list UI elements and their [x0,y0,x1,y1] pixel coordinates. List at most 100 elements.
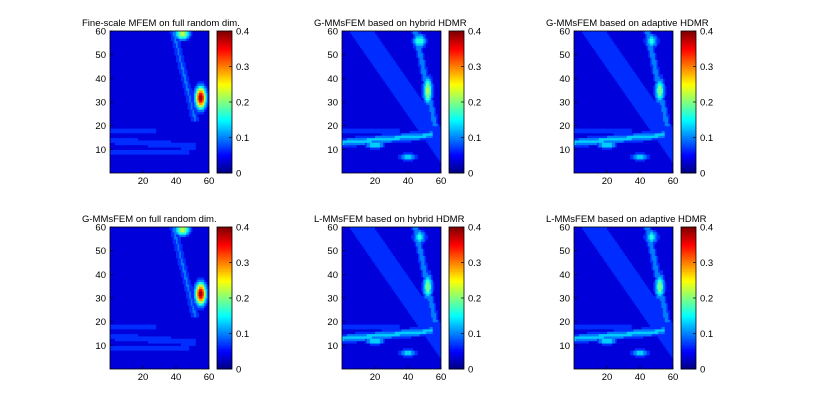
heatmap-cell [207,125,209,129]
heatmap-cell [368,106,371,110]
heatmap-cell [123,49,126,53]
heatmap-cell [350,31,353,34]
heatmap-cell [136,33,139,37]
heatmap-cell [176,109,179,113]
heatmap-cell [346,71,350,75]
heatmap-cell [184,99,187,103]
heatmap-cell [147,102,151,105]
heatmap-cell [351,154,355,158]
heatmap-cell [110,128,113,131]
heatmap-cell [169,149,172,153]
heatmap-cell [154,45,157,49]
heatmap-cell [156,71,159,75]
heatmap-cell [121,78,124,82]
heatmap-cell [197,142,200,146]
heatmap-cell [207,87,209,91]
heatmap-cell [131,78,134,82]
heatmap-cell [360,106,363,110]
heatmap-cell [134,144,137,148]
heatmap-cell [197,80,200,84]
heatmap-cell [154,59,157,63]
heatmap-cell [370,38,373,42]
heatmap-cell [164,156,167,160]
heatmap-cell [182,31,185,34]
heatmap-cell [161,158,164,162]
heatmap-cell [131,38,134,42]
heatmap-cell [146,87,149,91]
heatmap-cell [207,31,209,34]
heatmap-cell [355,142,358,146]
heatmap-cell [204,137,207,141]
heatmap-cell [119,113,123,117]
heatmap-cell [360,80,363,84]
heatmap-cell [200,61,203,65]
heatmap-cell [365,154,368,158]
heatmap-cell [182,64,185,68]
heatmap-cell [200,33,203,37]
heatmap-cell [342,49,345,53]
heatmap-cell [110,47,113,51]
heatmap-cell [161,64,164,68]
heatmap-cell [342,52,345,56]
heatmap-cell [162,109,166,113]
heatmap-cell [161,139,164,143]
heatmap-cell [162,120,166,124]
heatmap-cell [358,38,361,42]
heatmap-cell [154,163,157,167]
heatmap-cell [192,161,195,165]
heatmap-cell [200,109,203,113]
heatmap-cell [118,163,121,167]
heatmap-cell [113,102,116,105]
heatmap-cell [177,137,180,141]
heatmap-cell [207,92,209,96]
heatmap-cell [185,165,189,169]
heatmap-cell [146,156,149,160]
heatmap-cell [205,78,208,82]
heatmap-cell [187,170,190,173]
heatmap-cell [202,139,205,143]
heatmap-cell [342,139,345,143]
heatmap-cell [184,130,187,134]
heatmap-cell [147,106,151,110]
heatmap-cell [172,168,175,172]
heatmap-cell [123,92,126,96]
heatmap-cell [149,90,152,94]
heatmap-cell [200,168,203,172]
heatmap-cell [348,146,351,150]
heatmap-cell [172,40,175,44]
heatmap-cell [204,158,207,162]
heatmap-cell [185,137,189,141]
heatmap-cell [194,135,197,139]
heatmap-cell [356,149,360,153]
heatmap-cell [169,109,172,113]
heatmap-cell [141,35,144,39]
heatmap-cell [162,57,166,60]
heatmap-cell [116,149,119,153]
heatmap-cell [143,54,146,58]
heatmap-cell [353,142,356,146]
heatmap-cell [353,68,356,72]
heatmap-cell [207,83,209,87]
heatmap-cell [351,57,355,60]
heatmap-cell [138,168,141,172]
heatmap-cell [182,80,185,84]
heatmap-cell [151,35,154,39]
heatmap-cell [366,64,369,68]
heatmap-cell [167,85,170,89]
heatmap-cell [154,68,157,72]
heatmap-cell [194,92,197,96]
heatmap-cell [207,61,209,65]
heatmap-cell [180,92,184,96]
heatmap-cell [204,49,207,53]
x-tick-label: 60 [204,176,215,187]
heatmap-cell [192,54,195,58]
heatmap-cell [184,80,187,84]
heatmap-cell [180,64,184,68]
heatmap-cell [350,59,353,63]
heatmap-cell [136,161,139,165]
heatmap-cell [166,66,169,70]
heatmap-cell [164,42,167,46]
heatmap-cell [161,35,164,39]
heatmap-cell [184,118,187,122]
heatmap-cell [363,45,366,49]
